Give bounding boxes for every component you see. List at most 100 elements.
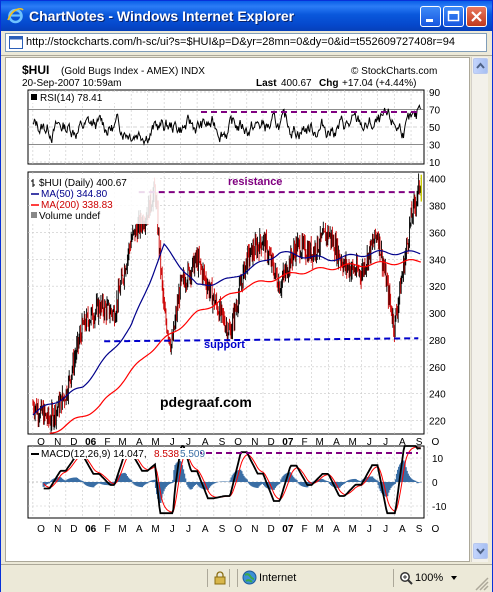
address-input[interactable]: http://stockcharts.com/h-sc/ui?s=$HUI&p=…: [26, 36, 455, 48]
x-axis-label: J: [186, 437, 191, 448]
price-legend-bg: [30, 174, 158, 224]
x-axis-label: O: [234, 524, 242, 535]
zoom-dropdown-icon[interactable]: [450, 574, 458, 582]
ie-logo-icon: [7, 7, 24, 24]
scroll-down-icon: [476, 548, 485, 555]
status-separator: [207, 569, 208, 587]
rsi-line: [32, 104, 422, 146]
rsi-tick-label: 10: [429, 158, 441, 169]
x-axis-label: S: [416, 524, 423, 535]
x-axis-label: A: [399, 437, 406, 448]
x-axis-label: O: [37, 524, 45, 535]
price-tick-label: 220: [429, 417, 446, 428]
author-annotation: pdegraaf.com: [160, 394, 252, 410]
rsi-legend-bg: [30, 92, 130, 103]
x-axis-label: F: [104, 524, 110, 535]
x-axis-label: J: [170, 437, 175, 448]
x-axis-label: N: [251, 524, 258, 535]
macd-legend-v2: 8.538: [154, 449, 179, 460]
x-axis-label: A: [333, 524, 340, 535]
rsi-tick-label: 50: [429, 123, 441, 134]
x-axis-label: J: [170, 524, 175, 535]
chg-label: Chg: [319, 78, 338, 89]
globe-icon: [242, 570, 257, 585]
volume-legend-swatch: [31, 212, 37, 218]
price-tick-label: 280: [429, 336, 446, 347]
stock-chart: $HUI (Gold Bugs Index - AMEX) INDX © Sto…: [22, 63, 447, 535]
x-axis-label: A: [202, 524, 209, 535]
scroll-up-button[interactable]: [473, 58, 488, 74]
price-legend-swatch: [31, 179, 35, 187]
close-button[interactable]: [466, 6, 487, 27]
x-axis-label: M: [118, 437, 126, 448]
x-axis-label: O: [431, 437, 439, 448]
support-annotation: support: [204, 339, 245, 351]
chart-name: (Gold Bugs Index - AMEX) INDX: [61, 66, 205, 77]
title-bar[interactable]: ChartNotes - Windows Internet Explorer: [1, 1, 492, 31]
address-field[interactable]: http://stockcharts.com/h-sc/ui?s=$HUI&p=…: [5, 33, 487, 52]
x-axis-label: A: [202, 437, 209, 448]
x-axis-label: S: [219, 524, 226, 535]
x-axis-label: 07: [282, 437, 294, 448]
minimize-icon: [426, 19, 433, 22]
last-label: Last: [256, 78, 277, 89]
x-axis-label: J: [367, 437, 372, 448]
x-axis-label: O: [234, 437, 242, 448]
status-separator: [229, 569, 230, 587]
x-axis-label: N: [54, 524, 61, 535]
close-icon: [471, 11, 482, 22]
chg-value: +17.04 (+4.44%): [342, 78, 417, 89]
zoom-level[interactable]: 100%: [415, 572, 444, 584]
macd-tick-label: 10: [432, 454, 444, 465]
rsi-tick-label: 90: [429, 88, 441, 99]
resize-grip-icon[interactable]: [475, 577, 489, 591]
x-axis-label: O: [37, 437, 45, 448]
price-legend-main: $HUI (Daily) 400.67: [39, 178, 127, 189]
minimize-button[interactable]: [420, 6, 441, 27]
x-axis-label: M: [349, 437, 357, 448]
x-axis-label: F: [302, 524, 308, 535]
x-axis-label: J: [367, 524, 372, 535]
page-icon: [9, 36, 23, 49]
x-axis-label: M: [118, 524, 126, 535]
x-axis-label: A: [136, 524, 143, 535]
x-axis-label: F: [302, 437, 308, 448]
x-axis-label: N: [251, 437, 258, 448]
maximize-icon: [447, 10, 460, 22]
rsi-legend-swatch: [31, 94, 37, 100]
status-bar: Internet 100%: [1, 564, 492, 592]
x-axis-label: S: [416, 437, 423, 448]
x-axis-label: O: [431, 524, 439, 535]
status-separator: [237, 569, 238, 587]
chart-date: 20-Sep-2007 10:59am: [22, 78, 122, 89]
x-axis-label: J: [383, 437, 388, 448]
x-axis-label: D: [267, 437, 274, 448]
x-axis-label: N: [54, 437, 61, 448]
price-tick-label: 380: [429, 202, 446, 213]
x-axis-label: D: [70, 437, 77, 448]
rsi-legend: RSI(14) 78.41: [40, 93, 103, 104]
x-axis-label: F: [104, 437, 110, 448]
price-tick-label: 340: [429, 255, 446, 266]
macd-tick-label: 0: [432, 478, 438, 489]
address-bar: http://stockcharts.com/h-sc/ui?s=$HUI&p=…: [1, 31, 492, 56]
price-tick-label: 400: [429, 175, 446, 186]
macd-signal-line: [43, 446, 421, 513]
ma200-legend: MA(200) 338.83: [41, 200, 113, 211]
rsi-tick-label: 30: [429, 141, 441, 152]
vertical-scrollbar[interactable]: [471, 57, 488, 562]
x-axis-label: A: [399, 524, 406, 535]
x-axis-label: M: [151, 437, 159, 448]
maximize-button[interactable]: [443, 6, 464, 27]
price-tick-label: 240: [429, 390, 446, 401]
x-axis-label: M: [151, 524, 159, 535]
x-axis-label: M: [349, 524, 357, 535]
scroll-down-button[interactable]: [473, 543, 488, 559]
ma200-line: [49, 258, 421, 434]
window-title: ChartNotes - Windows Internet Explorer: [29, 8, 295, 24]
rsi-tick-label: 70: [429, 106, 441, 117]
x-axis-label: D: [70, 524, 77, 535]
x-axis-label: A: [136, 437, 143, 448]
x-axis-label: M: [316, 437, 324, 448]
zoom-icon[interactable]: [399, 571, 413, 585]
